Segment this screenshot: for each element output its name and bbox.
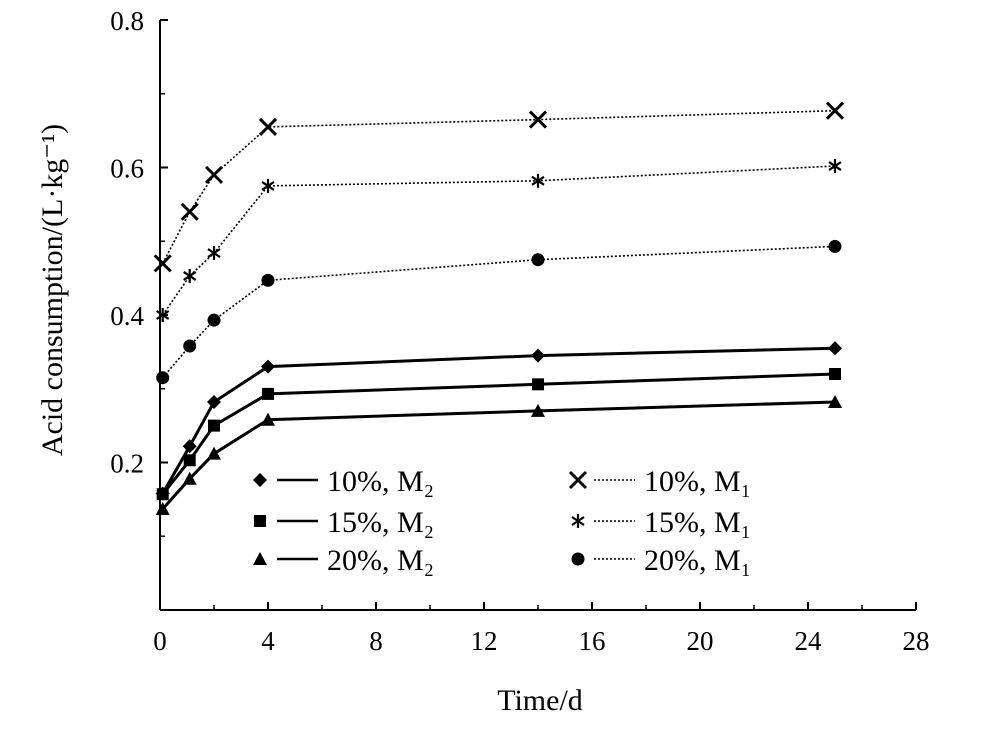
data-point <box>207 313 221 327</box>
x-tick-label: 16 <box>579 626 606 656</box>
plot-frame <box>159 20 916 611</box>
y-tick-label: 0.4 <box>110 301 144 331</box>
legend-label: 20%, M₂ <box>327 544 434 577</box>
legend-label: 10%, M₂ <box>327 465 434 498</box>
legend-item: 15%, M₁ <box>571 506 751 539</box>
y-tick-label: 0.8 <box>110 6 144 36</box>
data-point <box>207 395 221 410</box>
data-point <box>531 253 545 267</box>
x-axis-label: Time/d <box>497 684 583 717</box>
data-point <box>183 454 196 467</box>
series-line <box>161 346 836 495</box>
data-point <box>204 165 224 184</box>
legend-item: 10%, M₂ <box>253 465 434 498</box>
data-point <box>156 371 170 385</box>
legend-label: 10%, M₁ <box>644 465 751 498</box>
axis-ticks: 0 4 8 12 16 20 24 28 0.2 0.4 0.6 0.8 <box>110 6 929 656</box>
legend-marker <box>254 515 266 527</box>
data-point <box>828 395 842 409</box>
data-point <box>828 159 842 174</box>
series-2 <box>156 368 841 501</box>
data-point <box>528 110 548 129</box>
legend-marker <box>253 552 267 565</box>
data-point <box>825 101 845 120</box>
legend-marker <box>568 470 588 490</box>
legend-marker <box>571 514 585 528</box>
data-point <box>531 173 545 188</box>
data-point <box>183 268 197 283</box>
x-tick-label: 4 <box>261 626 275 656</box>
y-axis-label: Acid consumption/(L·kg⁻¹) <box>36 124 69 456</box>
data-point <box>531 403 545 417</box>
data-point <box>828 341 842 356</box>
legend-label: 15%, M₁ <box>644 506 751 539</box>
data-point <box>258 117 278 136</box>
data-point <box>182 471 197 485</box>
legend-item: 15%, M₂ <box>254 506 434 539</box>
series-6 <box>156 239 842 385</box>
legend-item: 20%, M₂ <box>253 544 434 577</box>
data-point <box>183 339 197 353</box>
x-tick-label: 8 <box>369 626 383 656</box>
x-tick-label: 24 <box>795 626 823 656</box>
y-tick-label: 0.2 <box>110 449 144 479</box>
series-layer <box>153 101 845 515</box>
series-line <box>161 109 836 264</box>
x-tick-label: 12 <box>471 626 498 656</box>
data-point <box>207 246 221 261</box>
x-tick-label: 28 <box>903 626 930 656</box>
data-point <box>828 239 842 253</box>
data-point <box>207 446 221 460</box>
series-4 <box>153 101 845 273</box>
x-tick-label: 0 <box>153 626 167 656</box>
data-point <box>261 412 275 426</box>
legend-item: 10%, M₁ <box>568 465 751 498</box>
y-tick-label: 0.6 <box>110 154 144 184</box>
data-point <box>182 439 197 454</box>
data-point <box>153 254 172 273</box>
data-point <box>155 501 170 515</box>
series-line <box>162 245 836 379</box>
data-point <box>532 378 544 391</box>
legend-item: 20%, M₁ <box>571 544 751 577</box>
x-tick-label: 20 <box>687 626 714 656</box>
data-point <box>261 273 275 287</box>
legend-marker <box>253 473 267 487</box>
series-5 <box>156 159 842 322</box>
data-point <box>156 488 169 501</box>
data-point <box>262 387 274 400</box>
legend-marker <box>571 552 585 566</box>
legend-label: 20%, M₁ <box>644 544 751 577</box>
data-point <box>829 368 841 380</box>
data-point <box>156 308 170 322</box>
legend: 10%, M₂ 15%, M₂ 20%, M₂ 10%, M₁ 15%, M₁ 20%, … <box>253 465 751 577</box>
data-point <box>180 202 199 221</box>
data-point <box>531 348 545 363</box>
data-point <box>261 359 275 374</box>
series-3 <box>155 395 842 515</box>
data-point <box>261 178 275 193</box>
data-point <box>208 419 220 432</box>
legend-label: 15%, M₂ <box>327 506 434 539</box>
